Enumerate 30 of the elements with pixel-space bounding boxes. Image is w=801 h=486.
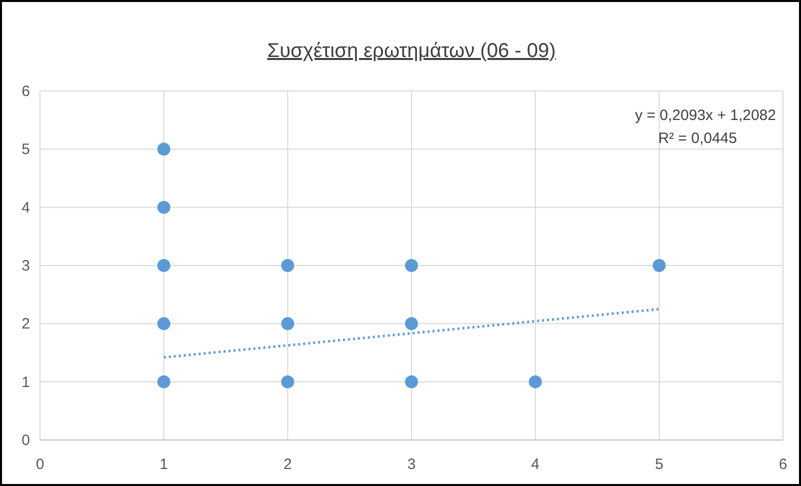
x-tick-label: 1 [160,456,168,473]
point [405,375,418,388]
point [528,375,542,388]
point [157,317,170,330]
point [157,259,170,272]
y-tick-label: 1 [22,374,30,391]
annotation: R² = 0,0445 [658,130,737,147]
point [652,259,666,272]
point [281,317,294,330]
point [157,375,170,388]
point [157,200,170,214]
annotation: y = 0,2093x + 1,2082 [635,107,776,124]
point [405,259,418,272]
y-tick-label: 4 [22,199,30,216]
y-tick-label: 6 [22,83,30,100]
point [405,317,418,330]
y-tick-label: 5 [22,141,30,158]
x-tick-label: 2 [283,456,292,473]
point [281,259,294,272]
point [157,142,170,156]
y-tick-label: 2 [22,316,30,333]
y-tick-label: 0 [22,432,30,449]
x-tick-label: 3 [407,456,416,473]
point [281,375,294,388]
chart-title: Συσχέτιση ερωτημάτων (06 - 09) [267,40,556,62]
y-tick-label: 3 [22,258,30,274]
x-tick-label: 0 [36,456,44,473]
x-tick-label: 4 [531,456,540,473]
x-tick-label: 5 [654,456,664,473]
x-tick-label: 6 [778,456,788,473]
